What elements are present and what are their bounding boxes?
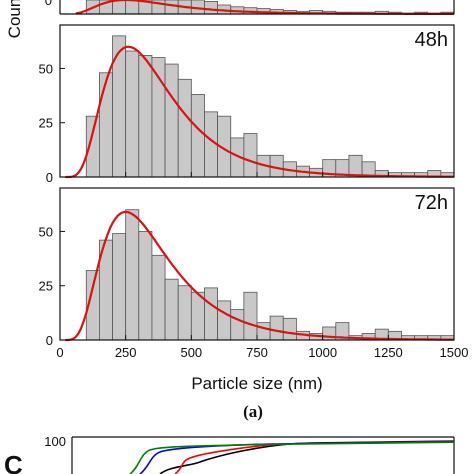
histogram-bar [164, 63, 179, 178]
histogram-bar [177, 78, 192, 178]
histogram-bar [151, 254, 166, 341]
panel-72h-fit-curve [65, 210, 455, 342]
panel-48h-fit-curve [65, 45, 454, 179]
x-tick-label: 1000 [308, 345, 337, 360]
y-axis-label: Coun [5, 0, 24, 38]
histogram-bar [112, 233, 127, 341]
histogram-bar [282, 317, 297, 341]
cumulative-curve [129, 441, 455, 474]
histogram-bar [243, 291, 258, 341]
panel-48h-x-ticks [59, 172, 455, 177]
cumulative-panel: 100 C [4, 434, 455, 474]
histogram-bar [125, 209, 140, 341]
histogram-bar [190, 291, 205, 341]
y-tick-label: 0 [46, 333, 53, 348]
x-tick-label: 750 [246, 345, 268, 360]
histogram-bar [190, 94, 205, 178]
histogram-bar [269, 315, 284, 341]
x-axis-label: Particle size (nm) [191, 374, 322, 393]
histogram-bar [138, 55, 153, 178]
histogram-bar [125, 50, 140, 178]
panel-top-cropped: 0 [45, 0, 455, 15]
caption: (a) [243, 402, 263, 421]
histogram-bar [256, 322, 271, 341]
histogram-bar [112, 35, 127, 178]
panel-72h: 0 25 50 72h [39, 187, 455, 348]
histogram-bar [112, 0, 127, 15]
histogram-bar [204, 0, 218, 15]
y-tick-label: 50 [39, 61, 53, 76]
histogram-bar [348, 154, 363, 178]
histogram-bar [217, 300, 232, 341]
panel-72h-x-ticks [59, 335, 455, 340]
x-tick-label: 250 [115, 345, 137, 360]
panel-72h-bars [85, 209, 455, 341]
cumulative-ytick-100: 100 [44, 434, 66, 449]
panel-top-ytick-0: 0 [45, 0, 52, 8]
histogram-bar [164, 278, 179, 341]
y-tick-label: 25 [39, 116, 53, 131]
histogram-bar [230, 309, 245, 341]
x-tick-label: 1250 [374, 345, 403, 360]
panel-48h-bars [85, 35, 455, 178]
y-tick-label: 25 [39, 279, 53, 294]
histogram-bar [99, 72, 113, 178]
panel-72h-y-ticks: 0 25 50 [39, 224, 65, 348]
panel-48h-label: 48h [415, 29, 448, 51]
y-tick-label: 50 [39, 224, 53, 239]
x-tick-label: 0 [56, 345, 63, 360]
cumulative-curves [129, 440, 455, 474]
panel-48h-y-ticks: 0 25 50 [39, 61, 65, 185]
cumulative-panel-letter: C [4, 450, 23, 474]
histogram-bar [125, 0, 140, 15]
x-tick-label: 1500 [440, 345, 469, 360]
histogram-bar [177, 285, 192, 341]
x-tick-label: 500 [180, 345, 202, 360]
histogram-bar [164, 0, 179, 15]
y-tick-label: 0 [46, 170, 53, 185]
panel-48h: 0 25 50 48h [39, 24, 455, 185]
x-tick-labels: 0 250 500 750 1000 1250 1500 [56, 345, 468, 360]
histogram-bar [204, 287, 218, 341]
histogram-bar [138, 231, 153, 341]
histogram-bar [243, 133, 258, 178]
panel-72h-label: 72h [415, 192, 448, 214]
